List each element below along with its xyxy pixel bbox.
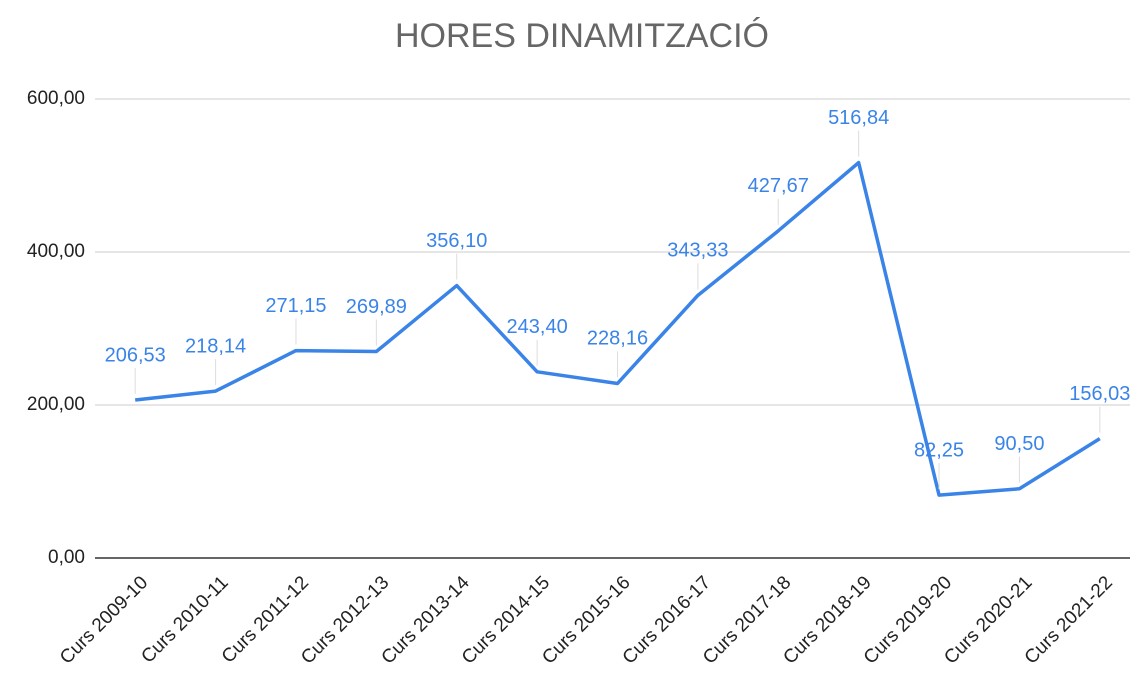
data-label: 228,16: [587, 328, 648, 350]
data-label: 82,25: [914, 439, 964, 461]
data-label: 343,33: [667, 240, 728, 262]
data-label: 218,14: [185, 335, 246, 357]
data-label: 271,15: [265, 295, 326, 317]
y-tick-label: 0,00: [48, 547, 85, 568]
y-tick-label: 600,00: [27, 88, 85, 109]
data-label: 427,67: [748, 175, 809, 197]
y-tick-label: 200,00: [27, 394, 85, 415]
data-label: 156,03: [1069, 383, 1130, 405]
data-label: 356,10: [426, 230, 487, 252]
data-label: 90,50: [994, 433, 1044, 455]
data-label: 516,84: [828, 107, 889, 129]
line-series: [134, 160, 1101, 497]
data-label: 269,89: [346, 296, 407, 318]
chart-title: HORES DINAMITZACIÓ: [395, 17, 769, 55]
data-label: 206,53: [105, 344, 166, 366]
data-label: 243,40: [507, 316, 568, 338]
y-tick-label: 400,00: [27, 241, 85, 262]
